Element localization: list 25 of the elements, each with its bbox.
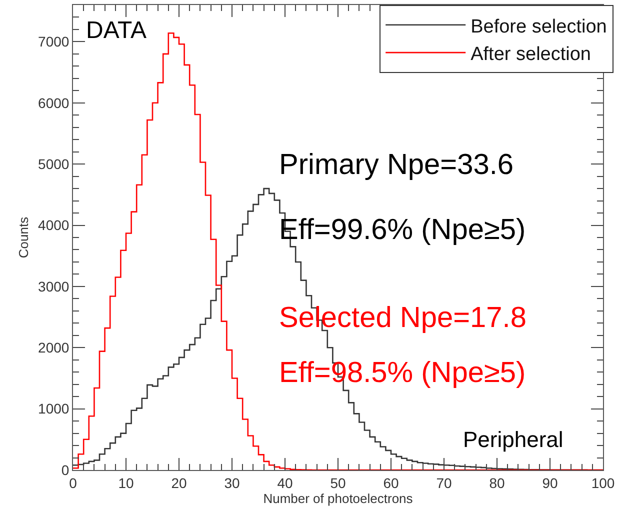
x-tick-label: 10 (118, 474, 134, 491)
x-tick-label: 30 (224, 474, 240, 491)
y-tick-label: 6000 (38, 94, 70, 111)
y-tick-label: 4000 (38, 217, 70, 234)
y-tick-label: 0 (61, 462, 70, 478)
y-tick-label: 1000 (38, 400, 70, 417)
x-tick-label: 40 (277, 474, 293, 491)
y-axis-title: Counts (16, 216, 31, 258)
x-tick-label: 70 (436, 474, 452, 491)
x-tick-label: 50 (330, 474, 346, 491)
x-tick-label: 90 (542, 474, 558, 491)
x-tick-label: 80 (489, 474, 505, 491)
x-tick-label: 60 (383, 474, 399, 491)
x-tick-label: 100 (591, 474, 615, 491)
annotation: DATA (86, 17, 146, 44)
y-tick-label: 3000 (38, 278, 70, 294)
annotation: Peripheral (463, 427, 564, 452)
y-tick-label: 5000 (38, 156, 70, 172)
legend-label: Before selection (470, 16, 607, 38)
legend-label: After selection (470, 44, 592, 65)
x-tick-label: 20 (171, 474, 187, 491)
y-tick-label: 7000 (38, 34, 70, 50)
annotation: Primary Npe=33.6 (279, 149, 514, 181)
x-axis-title: Number of photoelectrons (263, 490, 414, 506)
y-tick-label: 2000 (38, 340, 70, 356)
